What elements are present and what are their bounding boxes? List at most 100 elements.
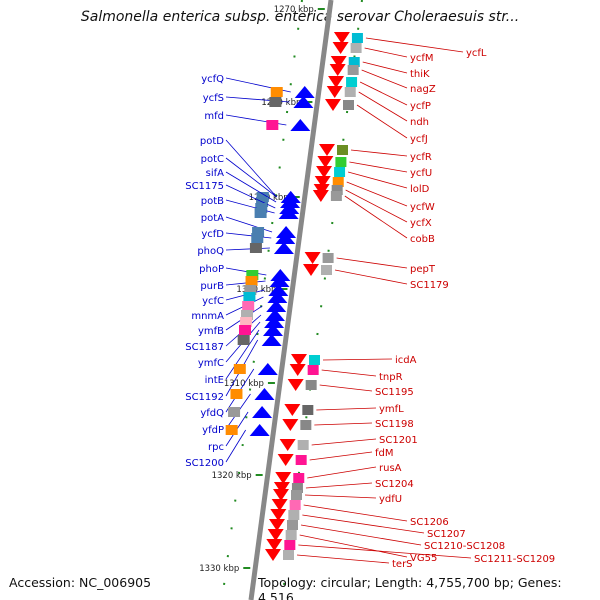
gene-box (249, 243, 262, 253)
gene-box (241, 310, 253, 320)
gene-label-intE: intE (205, 375, 224, 386)
gene-label-potA: potA (201, 213, 224, 224)
gene-leader (225, 329, 260, 380)
gene-leader (359, 81, 408, 106)
gene-leader (225, 247, 270, 251)
kbp-tick-label: 1320 kbp (212, 471, 252, 481)
gene-label-pepT: pepT (410, 264, 436, 275)
reverse-arrow (267, 529, 284, 541)
gene-leader (321, 369, 377, 377)
gene-label-ndh: ndh (410, 117, 429, 128)
gene-leader (358, 91, 408, 122)
gene-label-icdA: icdA (395, 355, 417, 366)
gene-leader (319, 384, 373, 392)
gene-box (252, 227, 265, 237)
gene-leader (309, 451, 373, 461)
gene-leader (314, 422, 373, 426)
gene-label-ymfB: ymfB (198, 326, 224, 337)
kbp-tick-label: 1270 kbp (274, 5, 314, 15)
gene-label-SC1204: SC1204 (375, 479, 414, 490)
gene-label-rusA: rusA (379, 463, 402, 474)
gene-label-ycfJ: ycfJ (410, 134, 428, 145)
forward-arrow (293, 96, 314, 108)
reverse-arrow (325, 99, 341, 111)
gene-leader (298, 544, 472, 559)
reverse-arrow (333, 32, 350, 44)
gene-box (246, 270, 259, 280)
gene-box (244, 285, 257, 295)
forward-arrow (266, 300, 287, 312)
reverse-arrow (291, 354, 307, 366)
gene-box (321, 265, 332, 275)
forward-arrow (263, 324, 283, 336)
gene-label-VG55: VG55 (410, 553, 437, 564)
reverse-arrow (332, 42, 349, 54)
gene-box (266, 120, 279, 130)
gene-leader (322, 358, 393, 361)
gene-box (347, 65, 359, 75)
forward-arrow (294, 86, 315, 98)
reverse-arrow (279, 439, 296, 451)
gene-box (269, 97, 282, 107)
gene-box (284, 540, 296, 550)
gene-label-yfdP: yfdP (202, 425, 224, 436)
gene-label-ycfX: ycfX (410, 218, 432, 229)
forward-arrow (280, 196, 301, 208)
gene-label-mnmA: mnmA (191, 311, 224, 322)
gene-box (346, 77, 358, 87)
gene-box (337, 145, 348, 155)
gene-leader (345, 189, 408, 223)
gene-label-SC1210-SC1208: SC1210-SC1208 (424, 541, 505, 552)
reverse-arrow (326, 86, 343, 98)
gene-label-ycfS: ycfS (203, 93, 224, 104)
topology-label: Topology: circular; Length: 4,755,700 bp… (258, 575, 562, 600)
reverse-arrow (287, 379, 304, 391)
gene-label-ycfM: ycfM (410, 53, 434, 64)
gene-label-thiK: thiK (410, 69, 430, 80)
gene-leader (305, 482, 373, 489)
gene-box (243, 292, 256, 302)
gene-label-ycfD: ycfD (201, 229, 224, 240)
gene-label-terS: terS (392, 559, 413, 570)
gene-box (307, 365, 319, 375)
reverse-arrow (271, 499, 288, 511)
gene-leader (307, 466, 377, 479)
gene-leader (225, 232, 272, 239)
gene-box (322, 253, 334, 263)
reverse-arrow (328, 76, 345, 88)
gene-box (300, 420, 312, 430)
forward-arrow (261, 334, 282, 346)
reverse-arrow (269, 519, 285, 531)
gene-box (288, 510, 300, 520)
gene-label-SC1198: SC1198 (375, 419, 414, 430)
gene-label-SC1206: SC1206 (410, 517, 449, 528)
forward-arrow (267, 291, 288, 303)
gene-leader (304, 494, 377, 499)
gene-label-potD: potD (200, 136, 224, 147)
gene-label-fdM: fdM (375, 448, 394, 459)
gene-label-SC1211-SC1209: SC1211-SC1209 (474, 554, 555, 565)
reverse-arrow (329, 64, 346, 76)
gene-label-SC1175: SC1175 (185, 181, 224, 192)
gene-leader (316, 407, 377, 411)
gene-box (291, 483, 303, 493)
reverse-arrow (273, 482, 290, 494)
reverse-arrow (265, 549, 281, 561)
gene-box (334, 167, 346, 177)
gene-label-SC1207: SC1207 (427, 529, 466, 540)
gene-label-ymfC: ymfC (198, 358, 224, 369)
forward-arrow (278, 207, 299, 219)
gene-box (270, 87, 283, 97)
reverse-arrow (312, 190, 329, 202)
gene-label-ymfL: ymfL (379, 404, 404, 415)
gene-leader (350, 149, 408, 157)
gene-label-rpc: rpc (208, 442, 224, 453)
gene-label-SC1187: SC1187 (185, 342, 224, 353)
gene-label-ycfR: ycfR (410, 152, 432, 163)
gene-leader (349, 161, 408, 173)
gene-leader (225, 429, 247, 463)
gene-label-yfdQ: yfdQ (200, 408, 224, 419)
gene-box (225, 425, 238, 435)
forward-arrow (270, 269, 291, 281)
gene-label-potC: potC (201, 154, 224, 165)
